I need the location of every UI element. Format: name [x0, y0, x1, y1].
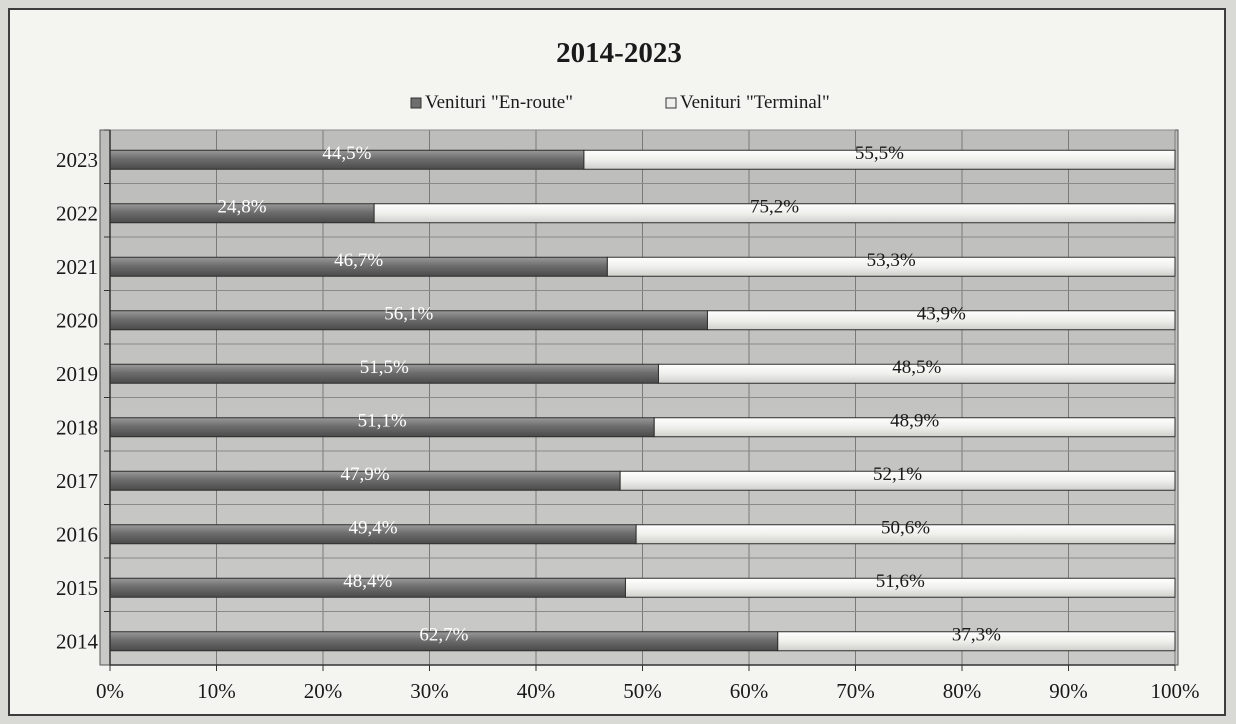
legend-swatch-en-route: [410, 97, 422, 109]
chart-title: 2014-2023: [556, 37, 682, 69]
bar-terminal-2022: [373, 203, 1176, 224]
x-tick-label-30pct: 30%: [410, 679, 449, 703]
data-label-en-route-2018: 51,1%: [358, 410, 407, 431]
x-tick-label-60pct: 60%: [730, 679, 769, 703]
bar-terminal-2017: [619, 470, 1176, 491]
data-label-terminal-2017: 52,1%: [873, 464, 922, 485]
bar-terminal-2015: [624, 577, 1176, 598]
bar-terminal-2020: [706, 310, 1176, 331]
data-label-en-route-2022: 24,8%: [218, 196, 267, 217]
bar-terminal-2019: [657, 363, 1176, 384]
bar-terminal-2023: [583, 149, 1176, 170]
bar-terminal-2018: [653, 417, 1176, 438]
legend-item-terminal: Venituri "Terminal": [665, 92, 830, 113]
bar-terminal-2014: [777, 631, 1176, 652]
x-tick-label-50pct: 50%: [623, 679, 662, 703]
x-tick-label-70pct: 70%: [836, 679, 875, 703]
data-label-terminal-2015: 51,6%: [876, 571, 925, 592]
y-tick-label-2018: 2018: [56, 415, 98, 439]
legend-swatch-terminal: [665, 97, 677, 109]
data-label-terminal-2021: 53,3%: [867, 250, 916, 271]
y-tick-label-2022: 2022: [56, 201, 98, 225]
data-label-terminal-2014: 37,3%: [952, 624, 1001, 645]
data-label-en-route-2016: 49,4%: [349, 517, 398, 538]
y-axis: 2014 2015 2016 2017 2018 2019 2020 2021 2022 2023: [56, 129, 111, 665]
y-tick-label-2014: 2014: [56, 629, 99, 653]
legend-label-en-route: Venituri "En-route": [425, 92, 573, 113]
chart: 2014-2023 Venituri "En-route" Venituri "…: [56, 37, 1200, 703]
data-labels: 62,7% 37,3% 48,4% 51,6% 49,4% 50,6% 47,9% 52,1%…: [218, 143, 1002, 646]
x-axis: 0% 10% 20% 30% 40% 50% 60% 70% 80% 90% 100%: [96, 664, 1200, 703]
data-label-en-route-2021: 46,7%: [334, 250, 383, 271]
x-tick-label-90pct: 90%: [1049, 679, 1088, 703]
x-tick-label-20pct: 20%: [304, 679, 343, 703]
x-tick-label-10pct: 10%: [197, 679, 236, 703]
y-tick-label-2015: 2015: [56, 576, 98, 600]
bar-terminal-2016: [635, 524, 1176, 545]
data-label-terminal-2016: 50,6%: [881, 517, 930, 538]
x-tick-label-100pct: 100%: [1151, 679, 1200, 703]
legend-label-terminal: Venituri "Terminal": [680, 92, 830, 113]
data-label-terminal-2022: 75,2%: [750, 196, 799, 217]
data-label-en-route-2015: 48,4%: [343, 571, 392, 592]
data-label-en-route-2017: 47,9%: [341, 464, 390, 485]
legend: Venituri "En-route" Venituri "Terminal": [410, 92, 830, 113]
data-label-en-route-2019: 51,5%: [360, 357, 409, 378]
x-tick-label-80pct: 80%: [943, 679, 982, 703]
bars: [109, 149, 1176, 652]
legend-item-en-route: Venituri "En-route": [410, 92, 573, 113]
data-label-terminal-2023: 55,5%: [855, 143, 904, 164]
data-label-en-route-2014: 62,7%: [419, 624, 468, 645]
data-label-terminal-2018: 48,9%: [890, 410, 939, 431]
bar-terminal-2021: [606, 256, 1176, 277]
y-tick-label-2019: 2019: [56, 362, 98, 386]
x-tick-label-0pct: 0%: [96, 679, 124, 703]
y-tick-label-2017: 2017: [56, 469, 98, 493]
data-label-terminal-2020: 43,9%: [917, 303, 966, 324]
data-label-en-route-2020: 56,1%: [384, 303, 433, 324]
chart-frame: 2014-2023 Venituri "En-route" Venituri "…: [8, 8, 1226, 716]
y-tick-label-2021: 2021: [56, 255, 98, 279]
data-label-en-route-2023: 44,5%: [322, 143, 371, 164]
y-tick-label-2016: 2016: [56, 522, 98, 546]
y-tick-label-2023: 2023: [56, 148, 98, 172]
data-label-terminal-2019: 48,5%: [892, 357, 941, 378]
x-tick-label-40pct: 40%: [517, 679, 556, 703]
y-tick-label-2020: 2020: [56, 308, 98, 332]
